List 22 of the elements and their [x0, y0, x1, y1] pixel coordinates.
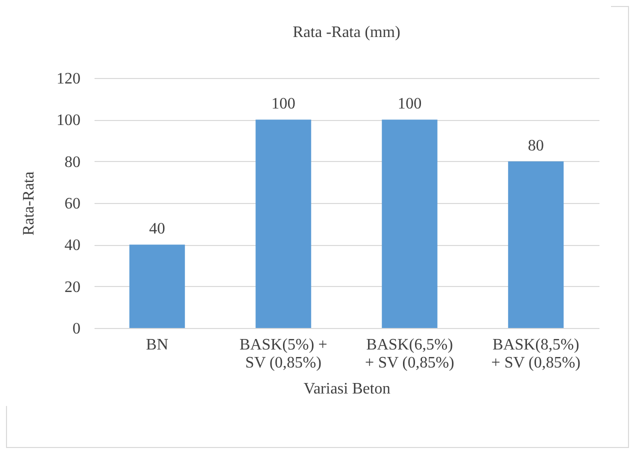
x-tick-label: BASK(6,5%) + SV (0,85%): [365, 336, 454, 372]
y-tick-label: 40: [64, 237, 80, 254]
data-label: 100: [398, 96, 422, 113]
bar: [129, 244, 185, 328]
y-tick-label: 20: [64, 278, 80, 296]
y-tick-label: 80: [64, 154, 80, 171]
y-tick-label: 120: [56, 70, 80, 88]
x-axis-title: Variasi Beton: [304, 380, 390, 398]
data-label: 40: [149, 220, 166, 238]
bar: [382, 120, 438, 328]
data-label: 80: [528, 137, 544, 154]
y-tick-label: 100: [56, 112, 80, 130]
x-tick-label: BASK(8,5%) + SV (0,85%): [491, 336, 580, 372]
y-axis-title: Rata-Rata: [20, 172, 38, 236]
y-tick-label: 0: [72, 320, 80, 338]
y-tick-label: 60: [64, 196, 80, 212]
bar: [256, 120, 312, 328]
x-tick-label: BASK(5%) + SV (0,85%): [240, 336, 328, 372]
bar: [508, 161, 564, 328]
x-tick-label: BN: [146, 336, 169, 354]
data-label: 100: [271, 96, 296, 113]
chart-title: Rata -Rata (mm): [292, 24, 400, 41]
